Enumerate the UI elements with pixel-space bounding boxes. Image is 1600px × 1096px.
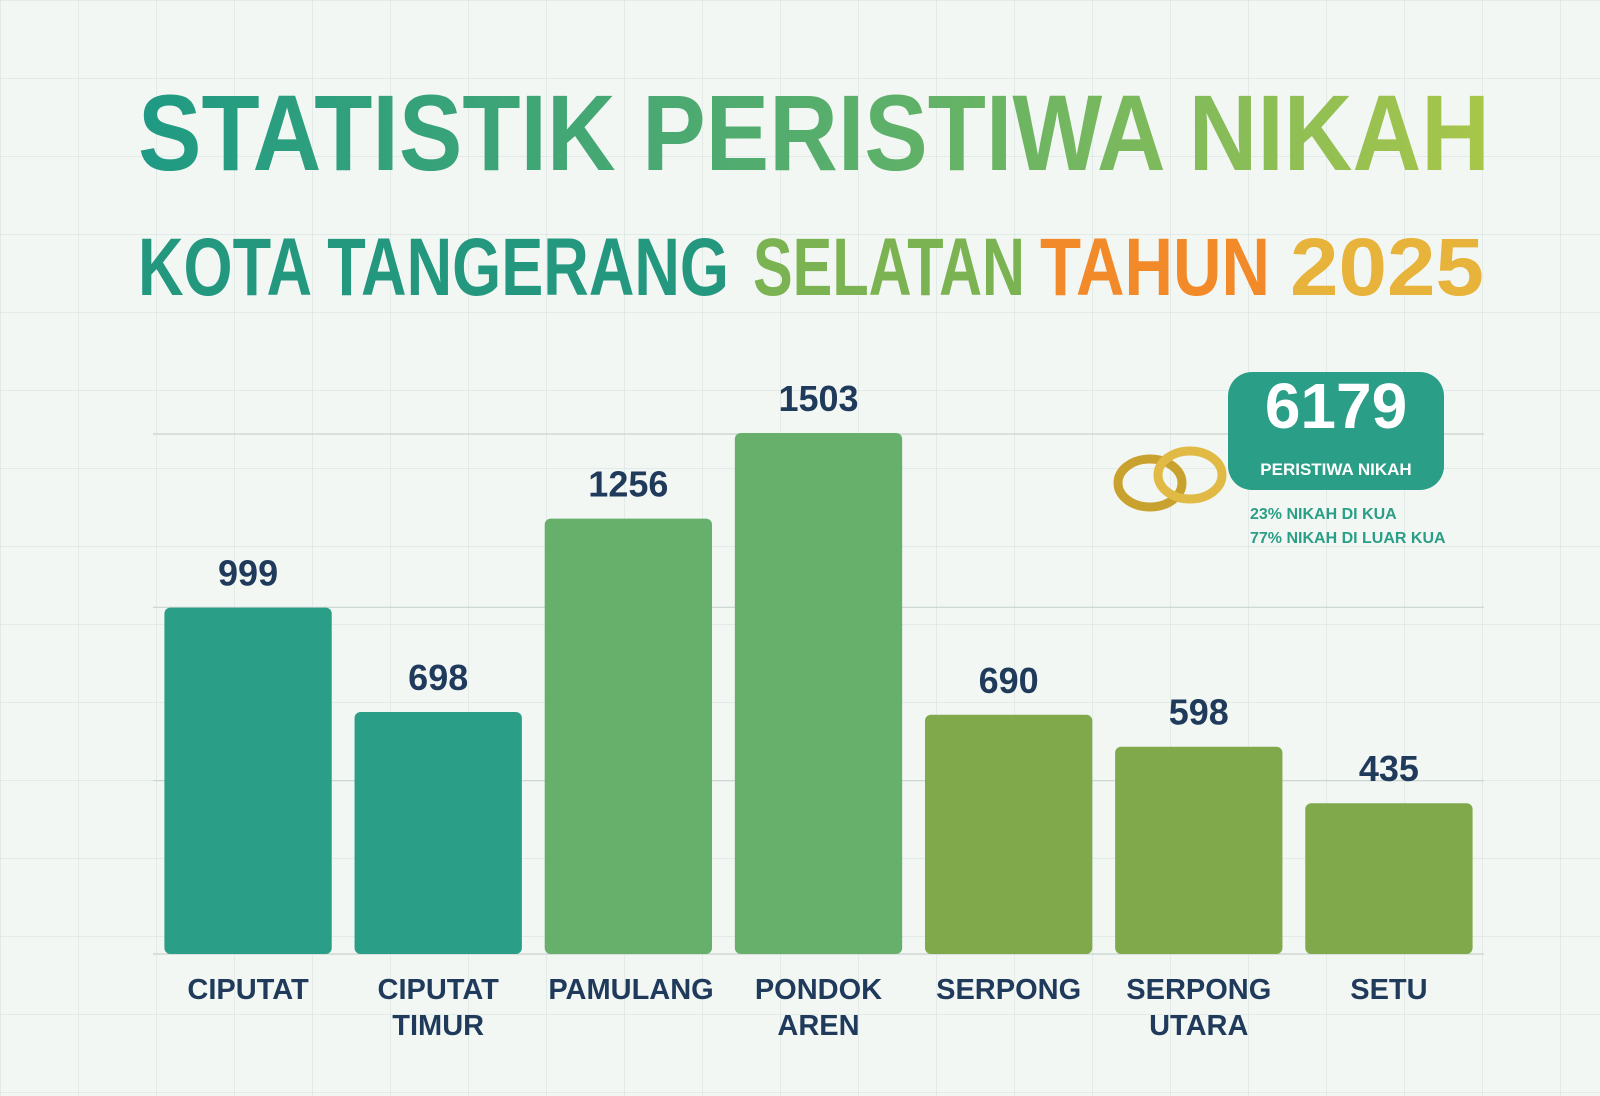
subtitle-part: SELATAN	[753, 222, 1025, 313]
x-tick-label: CIPUTAT	[187, 974, 309, 1006]
x-tick-label: SETU	[1350, 974, 1428, 1006]
x-tick-label: CIPUTAT TIMUR	[377, 974, 499, 1042]
x-tick-label: SERPONG UTARA	[1126, 974, 1272, 1042]
total-value: 6179	[1265, 370, 1407, 442]
ring-icon	[1113, 454, 1187, 512]
bar	[354, 712, 522, 954]
value-label: 698	[408, 657, 468, 698]
bar	[734, 432, 903, 955]
chart-title: STATISTIK PERISTIWA NIKAH	[138, 72, 1490, 193]
total-label: PERISTIWA NIKAH	[1260, 460, 1411, 479]
subtitle-part: TAHUN	[1040, 222, 1270, 313]
total-callout: 6179 PERISTIWA NIKAH 23% NIKAH DI KUA 77…	[1113, 370, 1446, 547]
x-tick-label: SERPONG	[936, 974, 1082, 1006]
value-label: 598	[1169, 692, 1229, 733]
value-label: 435	[1359, 748, 1419, 789]
bar	[544, 518, 713, 954]
subtitle-part: KOTA TANGERANG	[138, 222, 729, 313]
callout-box	[1228, 372, 1444, 490]
value-label: 999	[218, 553, 278, 594]
bar	[164, 607, 332, 954]
note: 77% NIKAH DI LUAR KUA	[1250, 530, 1446, 547]
bar	[1115, 746, 1283, 954]
bar	[924, 714, 1093, 954]
note: 23% NIKAH DI KUA	[1250, 506, 1397, 523]
bar	[1305, 803, 1473, 954]
x-tick-label: PAMULANG	[548, 974, 714, 1006]
value-label: 690	[979, 660, 1039, 701]
value-label: 1503	[778, 378, 858, 419]
value-label: 1256	[588, 464, 668, 505]
ring-icon	[1153, 446, 1227, 504]
x-tick-label: PONDOK AREN	[754, 974, 883, 1042]
subtitle-part: 2025	[1290, 222, 1484, 313]
